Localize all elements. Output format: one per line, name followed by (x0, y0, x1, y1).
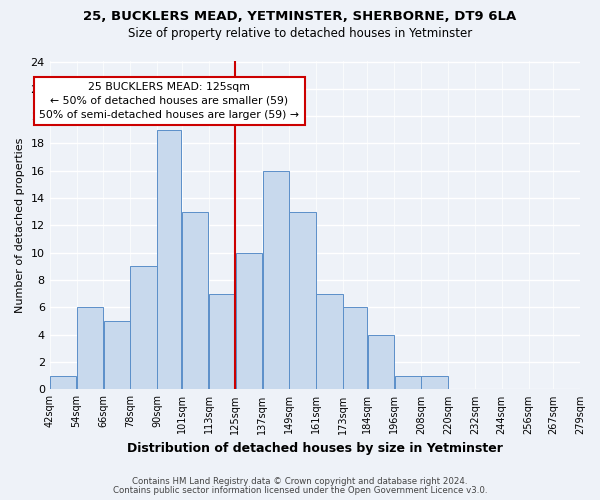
Bar (263, 171, 289, 390)
Text: Contains public sector information licensed under the Open Government Licence v3: Contains public sector information licen… (113, 486, 487, 495)
X-axis label: Distribution of detached houses by size in Yetminster: Distribution of detached houses by size … (127, 442, 503, 455)
Bar (421, 376, 448, 390)
Text: Contains HM Land Registry data © Crown copyright and database right 2024.: Contains HM Land Registry data © Crown c… (132, 477, 468, 486)
Bar (50, 376, 76, 390)
Text: 25, BUCKLERS MEAD, YETMINSTER, SHERBORNE, DT9 6LA: 25, BUCKLERS MEAD, YETMINSTER, SHERBORNE… (83, 10, 517, 23)
Bar (316, 294, 343, 390)
Bar (236, 253, 262, 390)
Text: Size of property relative to detached houses in Yetminster: Size of property relative to detached ho… (128, 28, 472, 40)
Bar (157, 130, 181, 390)
Bar (182, 212, 208, 390)
Bar (368, 335, 394, 390)
Bar (104, 321, 130, 390)
Bar (343, 308, 367, 390)
Text: 25 BUCKLERS MEAD: 125sqm
← 50% of detached houses are smaller (59)
50% of semi-d: 25 BUCKLERS MEAD: 125sqm ← 50% of detach… (40, 82, 299, 120)
Bar (130, 266, 157, 390)
Bar (209, 294, 235, 390)
Bar (77, 308, 103, 390)
Bar (395, 376, 421, 390)
Y-axis label: Number of detached properties: Number of detached properties (15, 138, 25, 313)
Bar (289, 212, 316, 390)
